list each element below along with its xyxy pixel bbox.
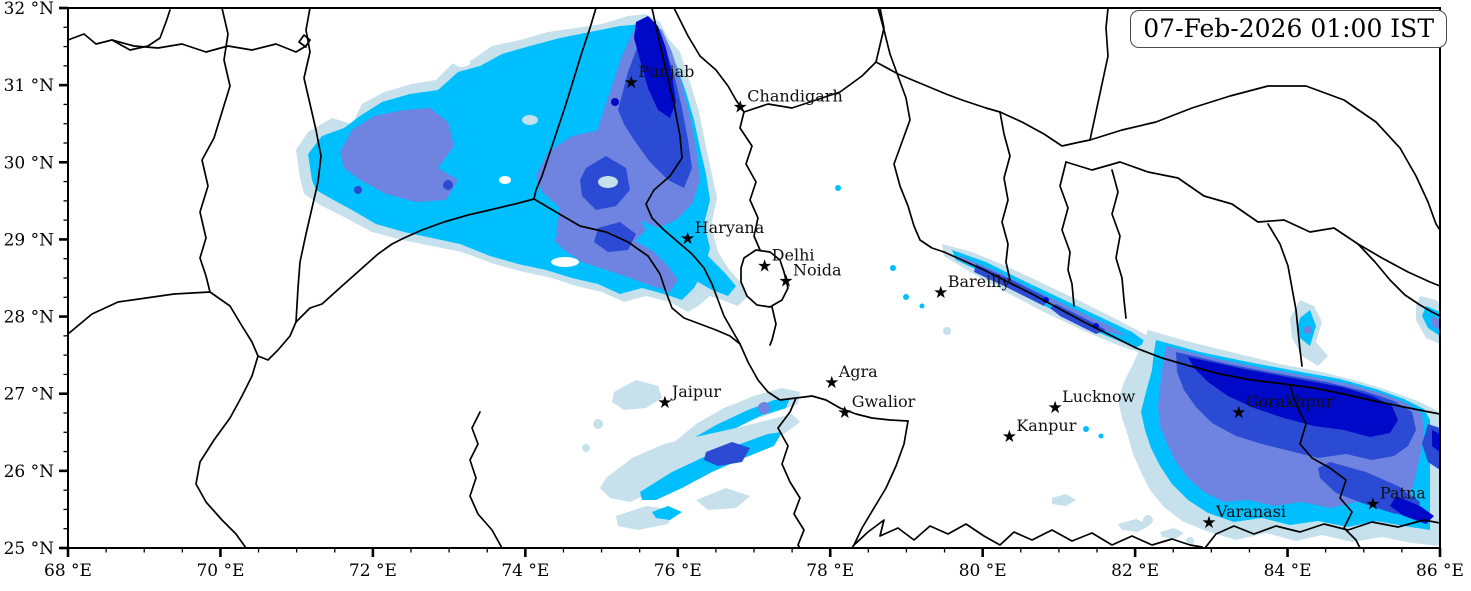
city-star-marker: ★ bbox=[1047, 398, 1062, 418]
city-star-marker: ★ bbox=[778, 271, 793, 291]
boundary-nepal-prov-d bbox=[1357, 243, 1440, 317]
boundary-kali-river bbox=[999, 111, 1011, 281]
y-tick-label: 30 °N bbox=[4, 153, 55, 173]
city-label: Patna bbox=[1380, 483, 1426, 502]
timestamp-label: 07-Feb-2026 01:00 IST bbox=[1143, 14, 1434, 43]
city-label: Delhi bbox=[772, 246, 815, 265]
boundary-nepal-prov-b bbox=[1111, 169, 1127, 319]
city-star-marker: ★ bbox=[837, 403, 852, 423]
city-star-marker: ★ bbox=[1201, 513, 1216, 533]
y-tick-label: 29 °N bbox=[4, 230, 55, 250]
axes: 68 °E 70 °E 72 °E 74 °E 76 °E 78 °E 80 °E 82 °E… bbox=[4, 0, 1464, 581]
boundary-delhi-spur bbox=[769, 306, 777, 346]
boundary-pak-vertical-a bbox=[199, 8, 231, 293]
city-star-marker: ★ bbox=[733, 98, 748, 118]
boundary-indopak-punjab bbox=[533, 8, 597, 200]
x-tick-label: 78 °E bbox=[806, 561, 854, 581]
city-label: Agra bbox=[838, 362, 878, 381]
boundary-nepal-foothills bbox=[943, 251, 1440, 415]
city-star-marker: ★ bbox=[1231, 403, 1246, 423]
city-label: Gorakhpur bbox=[1246, 392, 1334, 411]
boundary-bottom-right bbox=[1204, 519, 1440, 548]
city-label: Gwalior bbox=[852, 392, 916, 411]
boundary-uttarakhand-north bbox=[875, 61, 1001, 113]
y-tick-label: 27 °N bbox=[4, 385, 55, 405]
city-star-marker: ★ bbox=[933, 283, 948, 303]
x-tick-label: 70 °E bbox=[196, 561, 244, 581]
boundary-nepal-prov-c bbox=[1267, 223, 1303, 367]
city-star-marker: ★ bbox=[657, 393, 672, 413]
timestamp-badge: 07-Feb-2026 01:00 IST bbox=[1130, 10, 1447, 48]
boundary-haryana-rajasthan bbox=[533, 198, 741, 345]
city-star-marker: ★ bbox=[757, 257, 772, 277]
city-label: Noida bbox=[793, 260, 842, 279]
city-label: Jaipur bbox=[670, 382, 722, 401]
city-markers: ★Punjab★Chandigarh★Haryana★Delhi★Noida★B… bbox=[624, 62, 1427, 533]
city-label: Chandigarh bbox=[747, 87, 842, 106]
x-tick-label: 86 °E bbox=[1416, 561, 1464, 581]
shaded-contours bbox=[296, 14, 1440, 546]
x-tick-label: 82 °E bbox=[1111, 561, 1159, 581]
city-star-marker: ★ bbox=[680, 229, 695, 249]
boundary-himachal-top bbox=[673, 8, 701, 57]
city-star-marker: ★ bbox=[1365, 494, 1380, 514]
city-label: Kanpur bbox=[1016, 416, 1076, 435]
boundary-mp-wavy bbox=[853, 519, 1203, 548]
x-tick-label: 80 °E bbox=[959, 561, 1007, 581]
boundary-up-south-of-delhi bbox=[739, 343, 909, 422]
boundary-south-meander bbox=[469, 411, 503, 548]
boundary-topleft-wavy bbox=[68, 9, 171, 51]
admin-boundaries bbox=[68, 8, 1440, 548]
plot-frame bbox=[67, 7, 1441, 549]
y-tick-label: 26 °N bbox=[4, 462, 55, 482]
boundary-punjab-haryana bbox=[645, 8, 741, 345]
boundary-mp-vertical bbox=[851, 420, 909, 548]
boundary-himalaya-arc bbox=[1089, 85, 1440, 231]
y-tick-label: 28 °N bbox=[4, 308, 55, 328]
city-star-marker: ★ bbox=[1002, 427, 1017, 447]
y-tick-label: 31 °N bbox=[4, 76, 55, 96]
boundary-nepal-to-top bbox=[1089, 8, 1109, 141]
x-tick-label: 74 °E bbox=[501, 561, 549, 581]
city-label: Bareilly bbox=[948, 272, 1011, 291]
city-label: Haryana bbox=[695, 218, 765, 237]
x-tick-label: 68 °E bbox=[44, 561, 92, 581]
y-tick-label: 32 °N bbox=[4, 0, 55, 19]
y-tick-label: 25 °N bbox=[4, 539, 55, 559]
boundary-pak-vertical-b bbox=[295, 8, 322, 323]
x-tick-label: 72 °E bbox=[349, 561, 397, 581]
boundary-nepal-nw bbox=[999, 111, 1091, 147]
city-star-marker: ★ bbox=[824, 373, 839, 393]
boundary-delhi-polygon bbox=[740, 249, 789, 308]
boundary-rajasthan-mp bbox=[777, 397, 805, 548]
boundary-himachal-chandigarh bbox=[699, 55, 761, 251]
boundary-himachal-north bbox=[743, 8, 885, 113]
city-label: Varanasi bbox=[1215, 502, 1286, 521]
boundary-topleft-east bbox=[111, 34, 311, 53]
boundary-nepal-inner-ew bbox=[1065, 161, 1440, 287]
boundary-left-diagonal bbox=[68, 198, 535, 361]
boundary-uttarakhand-west bbox=[877, 8, 945, 253]
city-label: Punjab bbox=[638, 62, 694, 81]
city-label: Lucknow bbox=[1062, 387, 1136, 406]
x-tick-label: 84 °E bbox=[1264, 561, 1312, 581]
x-tick-label: 76 °E bbox=[654, 561, 702, 581]
boundary-rajasthan-south bbox=[195, 355, 259, 548]
boundary-nepal-prov-a bbox=[1059, 161, 1075, 307]
city-star-marker: ★ bbox=[624, 73, 639, 93]
